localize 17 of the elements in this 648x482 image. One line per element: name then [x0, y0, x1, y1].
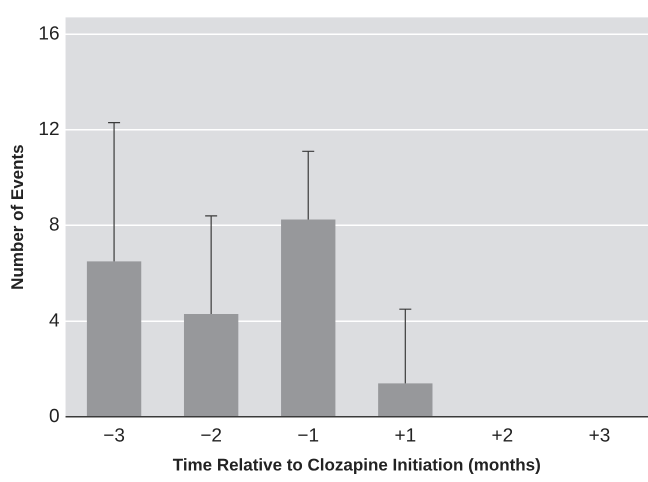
x-tick-label: −1 — [297, 425, 320, 446]
y-tick-label: 0 — [48, 406, 60, 428]
x-tick-label: +3 — [588, 425, 610, 446]
x-tick-label: −3 — [103, 425, 125, 446]
bar — [281, 219, 336, 416]
y-tick-label: 12 — [38, 119, 60, 140]
y-tick-label: 16 — [38, 23, 60, 44]
x-tick-label: +2 — [492, 425, 514, 446]
bar — [378, 383, 432, 416]
y-tick-label: 4 — [48, 310, 60, 332]
bar — [184, 314, 238, 416]
bar — [86, 261, 142, 416]
y-tick-label: 8 — [48, 214, 60, 236]
x-axis-title: Time Relative to Clozapine Initiation (months) — [172, 455, 541, 474]
x-tick-label: +1 — [394, 425, 416, 446]
y-axis-title: Number of Events — [8, 144, 27, 290]
x-tick-label: −2 — [200, 425, 222, 446]
